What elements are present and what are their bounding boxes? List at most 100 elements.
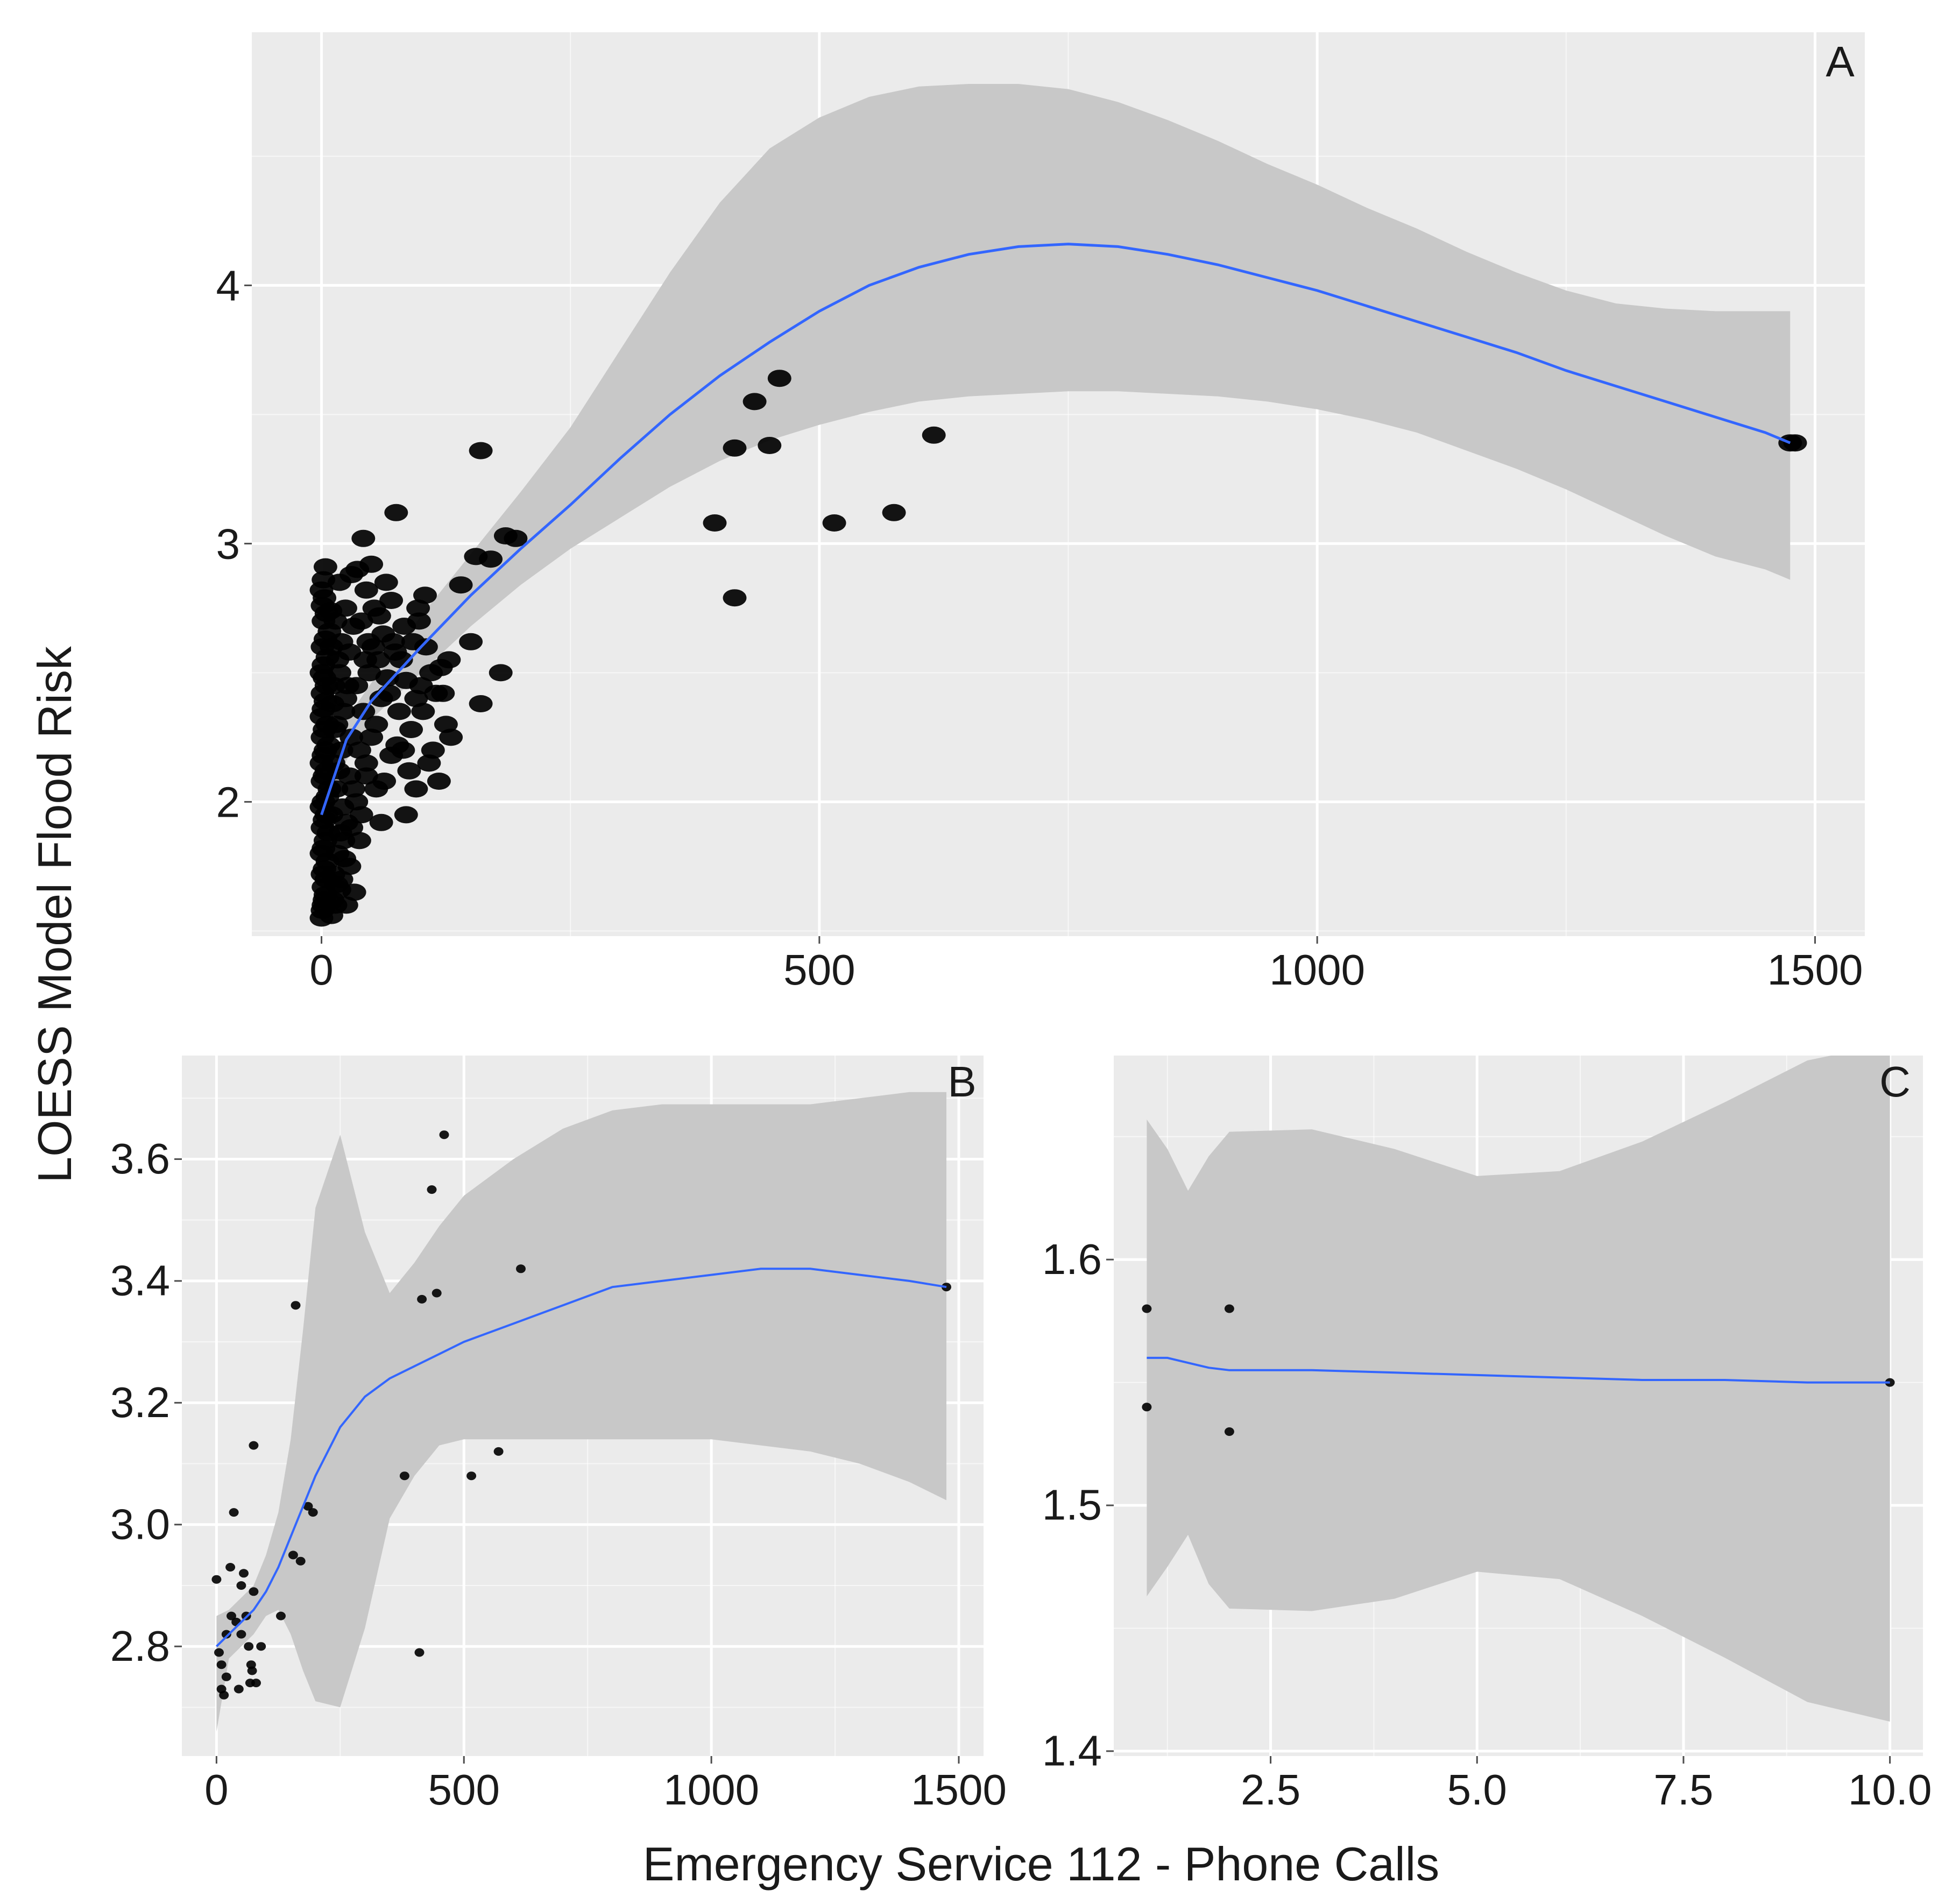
panel-a-point [351, 529, 376, 547]
panel-a-point [327, 762, 350, 780]
x-tick-label: 1500 [911, 1766, 1007, 1814]
panel-a-point [434, 716, 458, 733]
panel-b-point [291, 1301, 301, 1310]
panel-a-point [504, 529, 528, 547]
panel-a-point [1783, 434, 1807, 452]
y-axis-title: LOESS Model Flood Risk [28, 646, 81, 1183]
x-tick-label: 2.5 [1241, 1766, 1300, 1814]
panel-c-confidence-band [1147, 1056, 1890, 1722]
panel-a-point [394, 806, 418, 824]
panel-a-point [322, 721, 346, 738]
x-tick-label: 500 [428, 1766, 500, 1814]
y-tick-label: 3.6 [110, 1135, 170, 1183]
panel-a-point [421, 741, 445, 759]
panel-a-point [411, 703, 435, 720]
panel-a-point [359, 555, 384, 573]
panel-a-point [349, 806, 373, 824]
panel-a-point [723, 589, 747, 607]
panel-a-point [377, 684, 401, 702]
panel-a-point [313, 558, 337, 576]
panel-b-point [414, 1648, 425, 1657]
x-tick-label: 5.0 [1447, 1766, 1507, 1814]
panel-b-point [211, 1575, 222, 1584]
y-tick-label: 1.6 [1042, 1235, 1102, 1283]
panel-a-point [392, 618, 416, 635]
panel-b-point [227, 1611, 236, 1620]
panel-a-point [369, 813, 393, 831]
panel-a-point [385, 736, 409, 754]
panel-b-point [493, 1447, 504, 1456]
panel-b-point [276, 1611, 286, 1620]
panel-a-point [723, 439, 747, 457]
panel-a-point [319, 602, 343, 620]
y-tick-label: 2 [216, 778, 241, 826]
panel-a-point [372, 773, 397, 790]
panel-b-point [249, 1441, 259, 1450]
panel-a-point [354, 754, 378, 772]
panel-a-point [417, 754, 441, 772]
panel-b-points [211, 1130, 951, 1700]
y-tick-label: 3.0 [110, 1500, 170, 1548]
y-tick-label: 3.4 [110, 1257, 170, 1305]
panel-b-point [236, 1581, 246, 1590]
panel-a-point [354, 767, 378, 785]
panel-b-point [303, 1502, 313, 1511]
panel-b-point [256, 1642, 266, 1651]
panel-a-point [344, 793, 369, 811]
panel-a-point [327, 664, 351, 682]
y-tick-label: 3 [216, 520, 241, 568]
panel-b-point [214, 1648, 224, 1657]
panel-a-point [459, 633, 483, 650]
panel-b-point [234, 1684, 244, 1694]
panel-c-point [1142, 1304, 1152, 1313]
panel-a-point [362, 599, 386, 617]
panel-a-point [375, 669, 399, 686]
panel-b-confidence-band [216, 1092, 946, 1732]
panel-a-point [469, 442, 493, 459]
panel-b-x-axis: 0 500 1000 1500 [204, 1756, 1007, 1814]
x-tick-label: 0 [309, 946, 334, 994]
panel-a-point [359, 728, 384, 746]
y-tick-label: 3.2 [110, 1378, 170, 1426]
panel-a-point [401, 633, 425, 650]
panel-b-point [432, 1289, 442, 1298]
panel-b-point [288, 1551, 298, 1560]
panel-a-point [364, 716, 388, 733]
panel-a-confidence-band [321, 84, 1791, 828]
panel-b-point [244, 1642, 254, 1651]
panel-a-point [357, 664, 381, 682]
panel-a-letter: A [1826, 38, 1855, 86]
panel-c-loess-line [1147, 1356, 1890, 1384]
panel-a-point [353, 651, 377, 669]
panel-b-point [295, 1556, 306, 1566]
panel-b-point [251, 1679, 261, 1688]
panel-b-point [399, 1471, 409, 1481]
y-tick-label: 1.4 [1042, 1726, 1102, 1774]
panel-b-point [417, 1294, 427, 1304]
x-axis-title: Emergency Service 112 - Phone Calls [643, 1837, 1439, 1891]
panel-a-point [439, 728, 463, 746]
panel-b-point [308, 1508, 318, 1517]
panel-b-letter: B [947, 1058, 976, 1106]
panel-a-point [379, 592, 404, 609]
panel-b-point [225, 1563, 236, 1572]
panel-a-points [309, 370, 1807, 927]
panel-a-point [320, 695, 344, 712]
x-tick-label: 1000 [663, 1766, 759, 1814]
panel-a-point [341, 780, 365, 798]
panel-a-point [342, 883, 366, 901]
panel-b-point [466, 1471, 477, 1481]
panel-a-point [437, 651, 461, 669]
panel-a-point [349, 612, 373, 630]
panel-a-point [767, 370, 791, 387]
panel-c-y-axis: 1.4 1.5 1.6 [1042, 1235, 1114, 1774]
panel-a-point [431, 684, 455, 702]
x-tick-label: 10.0 [1848, 1766, 1932, 1814]
panel-a-point [922, 426, 946, 444]
panel-c: 2.5 5.0 7.5 10.0 1.4 1.5 1.6 C [1042, 1056, 1932, 1814]
panel-a-point [347, 741, 371, 759]
panel-b-point [216, 1660, 227, 1669]
panel-a-point [387, 703, 411, 720]
panel-b-point [221, 1630, 231, 1639]
panel-b-y-axis: 2.8 3.0 3.2 3.4 3.6 [110, 1135, 182, 1670]
